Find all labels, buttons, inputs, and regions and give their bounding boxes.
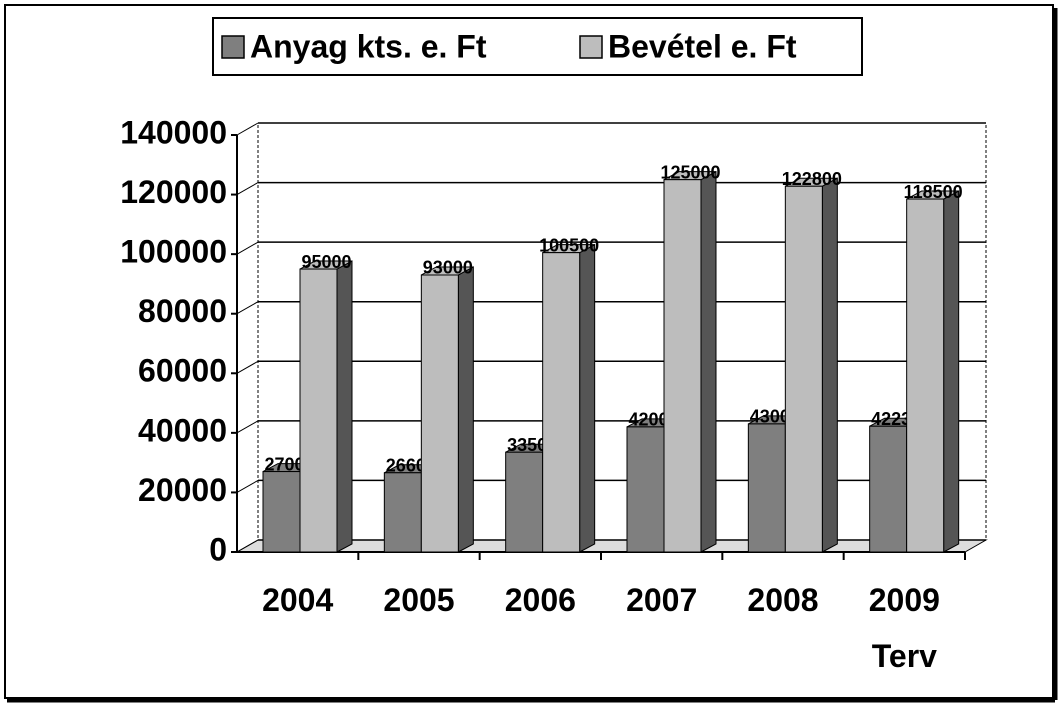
- data-label: 125000: [660, 162, 720, 182]
- bar: [383, 472, 422, 553]
- data-label: 118500: [904, 182, 963, 202]
- y-tick-label: 120000: [120, 174, 227, 210]
- bar: [784, 185, 823, 553]
- data-label: 122800: [782, 169, 842, 189]
- legend-box: [212, 17, 863, 76]
- bar-side: [457, 266, 474, 553]
- x-tick-label: 2006: [504, 582, 576, 618]
- x-tick-label: 2008: [747, 582, 819, 618]
- bar: [420, 274, 459, 553]
- data-label: 95000: [301, 252, 351, 272]
- bar-side: [821, 177, 838, 553]
- bar: [869, 425, 908, 553]
- bar: [626, 426, 665, 553]
- bar-side: [336, 260, 353, 553]
- y-tick-label: 80000: [138, 293, 227, 329]
- bar: [542, 252, 581, 553]
- data-label: 93000: [423, 258, 473, 278]
- grid-line: [236, 241, 259, 255]
- grid-line: [236, 539, 259, 553]
- y-tick-label: 0: [209, 531, 227, 567]
- bar-side: [579, 243, 596, 553]
- y-tick-label: 40000: [138, 412, 227, 448]
- grid-line: [236, 479, 259, 493]
- x-tick-label: 2004: [262, 582, 334, 618]
- bar-side: [700, 170, 717, 553]
- grid-line: [236, 122, 259, 136]
- y-tick-label: 140000: [120, 114, 227, 150]
- legend-swatch: [221, 35, 245, 59]
- bar: [262, 471, 301, 553]
- bar: [663, 179, 702, 553]
- bar: [906, 198, 945, 553]
- bar: [747, 423, 786, 553]
- x-tick-label: 2007: [626, 582, 698, 618]
- grid-line: [236, 360, 259, 374]
- bar-side: [943, 190, 960, 553]
- x-tick-label: 2005: [383, 582, 455, 618]
- y-tick-label: 100000: [120, 234, 227, 270]
- y-tick-label: 20000: [138, 472, 227, 508]
- bar: [505, 451, 544, 553]
- bar: [299, 268, 338, 553]
- y-tick-label: 60000: [138, 353, 227, 389]
- legend-swatch: [579, 35, 603, 59]
- grid-line: [236, 420, 259, 434]
- grid-line: [236, 182, 259, 196]
- legend-label: Anyag kts. e. Ft: [250, 28, 487, 64]
- grid-line: [236, 301, 259, 315]
- data-label: 100500: [539, 235, 599, 255]
- x-tick-label: 2009 Terv: [868, 582, 940, 674]
- legend-label: Bevétel e. Ft: [608, 28, 797, 64]
